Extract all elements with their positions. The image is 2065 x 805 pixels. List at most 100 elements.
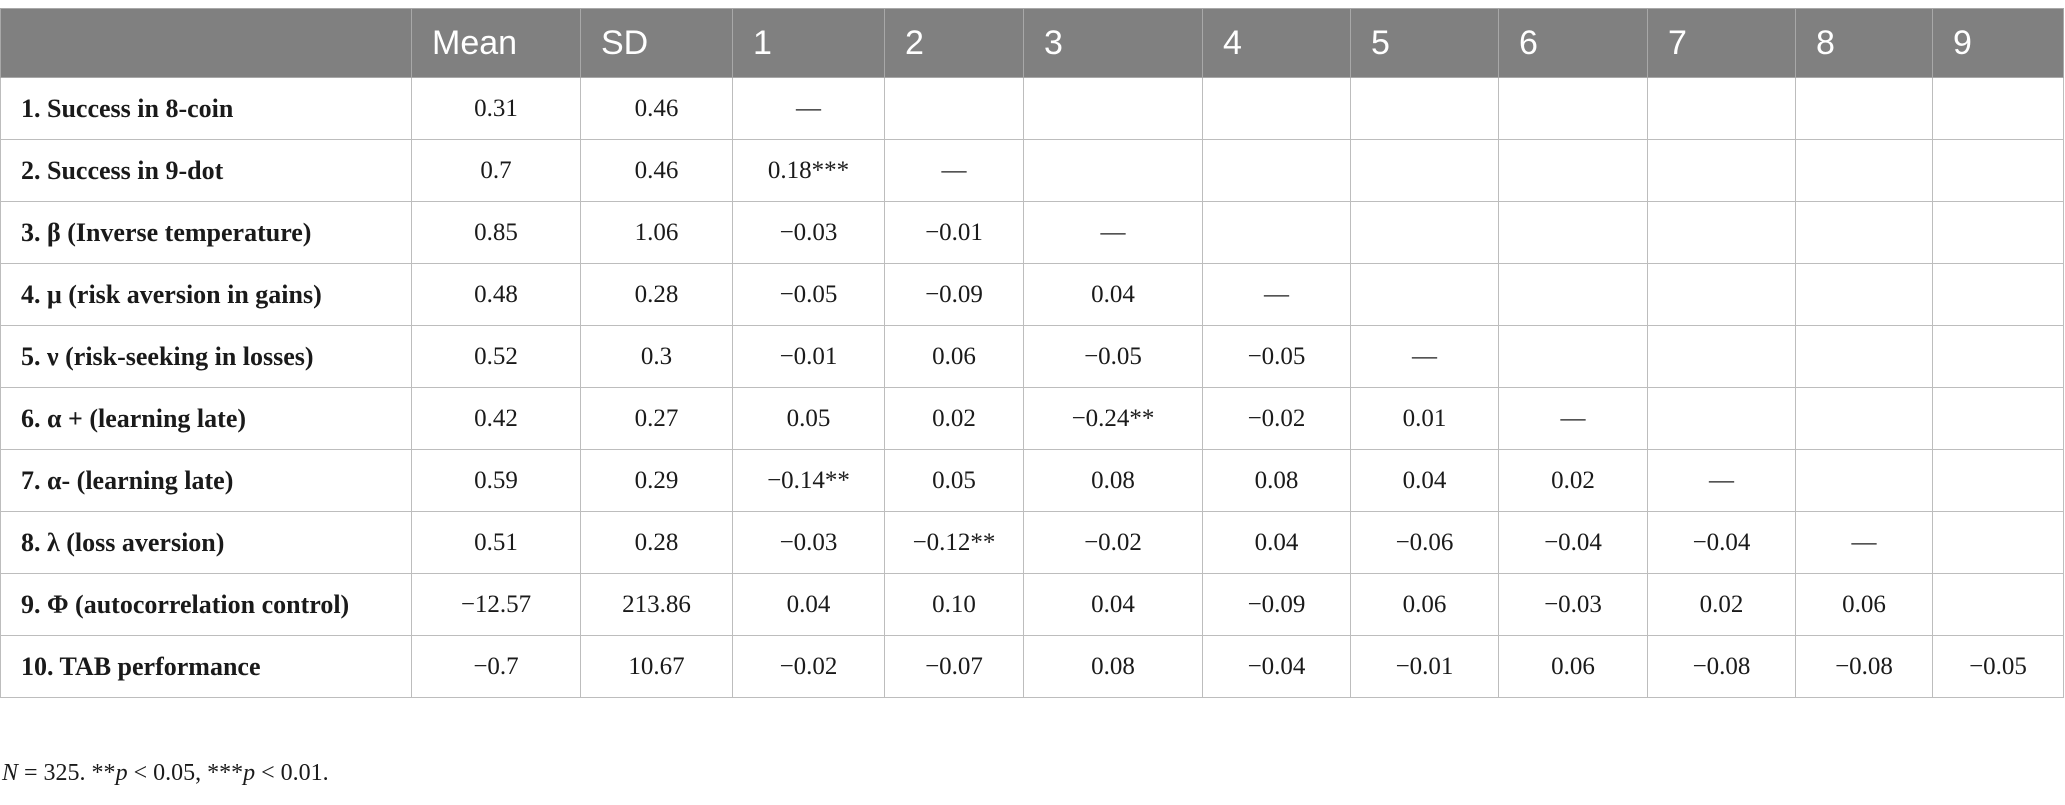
table-cell: — [1202,263,1351,326]
header-cell: Mean [411,8,581,78]
table-cell: 0.04 [1023,263,1203,326]
row-label: 3. β (Inverse temperature) [0,201,412,264]
table-cell: 0.7 [411,139,581,202]
table-cell: 0.06 [1350,573,1499,636]
table-cell: — [884,139,1024,202]
table-cell: −0.09 [884,263,1024,326]
table-cell: −0.01 [732,325,885,388]
header-cell: SD [580,8,733,78]
table-row: 4. μ (risk aversion in gains) 0.48 0.28 −0.… [0,263,2064,326]
header-cell: 2 [884,8,1024,78]
table-cell: 0.46 [580,139,733,202]
table-cell: −0.08 [1795,635,1933,698]
row-label: 6. α + (learning late) [0,387,412,450]
table-cell [1350,77,1499,140]
header-cell: 1 [732,8,885,78]
table-cell: — [1795,511,1933,574]
table-cell: −0.03 [732,511,885,574]
table-cell: 0.08 [1023,449,1203,512]
header-cell: 7 [1647,8,1796,78]
header-cell: 6 [1498,8,1648,78]
table-cell: 0.05 [732,387,885,450]
footnote-p-symbol: p [115,760,128,786]
row-label: 10. TAB performance [0,635,412,698]
table-cell [1932,77,2064,140]
table-cell: −0.06 [1350,511,1499,574]
table-cell: 0.48 [411,263,581,326]
table-row: 3. β (Inverse temperature) 0.85 1.06 −0.03−… [0,201,2064,264]
table-cell: −0.01 [884,201,1024,264]
table-cell: −0.04 [1498,511,1648,574]
header-cell: 8 [1795,8,1933,78]
row-label: 5. ν (risk-seeking in losses) [0,325,412,388]
table-cell: 0.59 [411,449,581,512]
footnote-p-text: < 0.01. [255,760,329,786]
table-cell: 0.06 [884,325,1024,388]
table-cell: — [1023,201,1203,264]
table-cell [1498,139,1648,202]
table-cell [1498,263,1648,326]
table-cell [1795,449,1933,512]
table-cell: −0.05 [1023,325,1203,388]
table-cell: 0.28 [580,511,733,574]
header-cell: 5 [1350,8,1499,78]
table-cell: 0.10 [884,573,1024,636]
table-cell: −12.57 [411,573,581,636]
table-row: 10. TAB performance −0.7 10.67 −0.02 −0.07 0.… [0,635,2064,698]
table-cell [1795,139,1933,202]
table-cell: 0.05 [884,449,1024,512]
row-label: 2. Success in 9-dot [0,139,412,202]
table-cell: −0.01 [1350,635,1499,698]
table-cell: −0.05 [1932,635,2064,698]
table-cell: 0.02 [884,387,1024,450]
table-cell: 0.29 [580,449,733,512]
table-cell [1350,139,1499,202]
table-cell [1202,77,1351,140]
table-cell: −0.04 [1202,635,1351,698]
row-label: 4. μ (risk aversion in gains) [0,263,412,326]
header-row: Mean SD 1 2 3 4 5 6 7 8 9 [0,8,2064,78]
table-cell [1795,387,1933,450]
table-cell [1498,325,1648,388]
table-cell [1202,139,1351,202]
table-cell [1647,77,1796,140]
table-cell: 0.08 [1202,449,1351,512]
table-cell: 0.02 [1647,573,1796,636]
table-row: 2. Success in 9-dot 0.7 0.46 0.18*** — [0,139,2064,202]
table-cell [1023,139,1203,202]
correlation-table: Mean SD 1 2 3 4 5 6 7 8 9 1. Success in 8-coin 0.31… [0,8,2064,698]
table-cell: 0.28 [580,263,733,326]
row-label: 9. Φ (autocorrelation control) [0,573,412,636]
table-cell: — [732,77,885,140]
table-body: 1. Success in 8-coin 0.31 0.46—2. Success … [0,77,2064,698]
table-cell [1932,263,2064,326]
table-row: 6. α + (learning late) 0.42 0.27 0.05 0.02 −0… [0,387,2064,450]
table-cell: −0.04 [1647,511,1796,574]
table-cell [1932,511,2064,574]
table-cell [1932,449,2064,512]
table-cell [1795,77,1933,140]
table-cell [1932,573,2064,636]
header-cell: 4 [1202,8,1351,78]
table-cell: −0.07 [884,635,1024,698]
table-header: Mean SD 1 2 3 4 5 6 7 8 9 [0,8,2064,78]
table-cell [1647,325,1796,388]
table-cell: 213.86 [580,573,733,636]
table-cell: −0.03 [732,201,885,264]
table-cell: −0.02 [1023,511,1203,574]
table-footnote: N = 325. **p < 0.05, ***p < 0.01. [2,760,329,787]
table-cell [1350,201,1499,264]
table-cell [1350,263,1499,326]
table-cell [884,77,1024,140]
table-cell: 0.04 [1202,511,1351,574]
table-cell: 0.85 [411,201,581,264]
table-cell [1647,263,1796,326]
table-cell: −0.02 [732,635,885,698]
table-cell: −0.14** [732,449,885,512]
table-cell: 0.42 [411,387,581,450]
table-cell [1795,325,1933,388]
table-cell: 0.04 [732,573,885,636]
table-cell: −0.02 [1202,387,1351,450]
table-row: 8. λ (loss aversion) 0.51 0.28 −0.03 −0.12**… [0,511,2064,574]
footnote-n-symbol: N [2,760,19,786]
